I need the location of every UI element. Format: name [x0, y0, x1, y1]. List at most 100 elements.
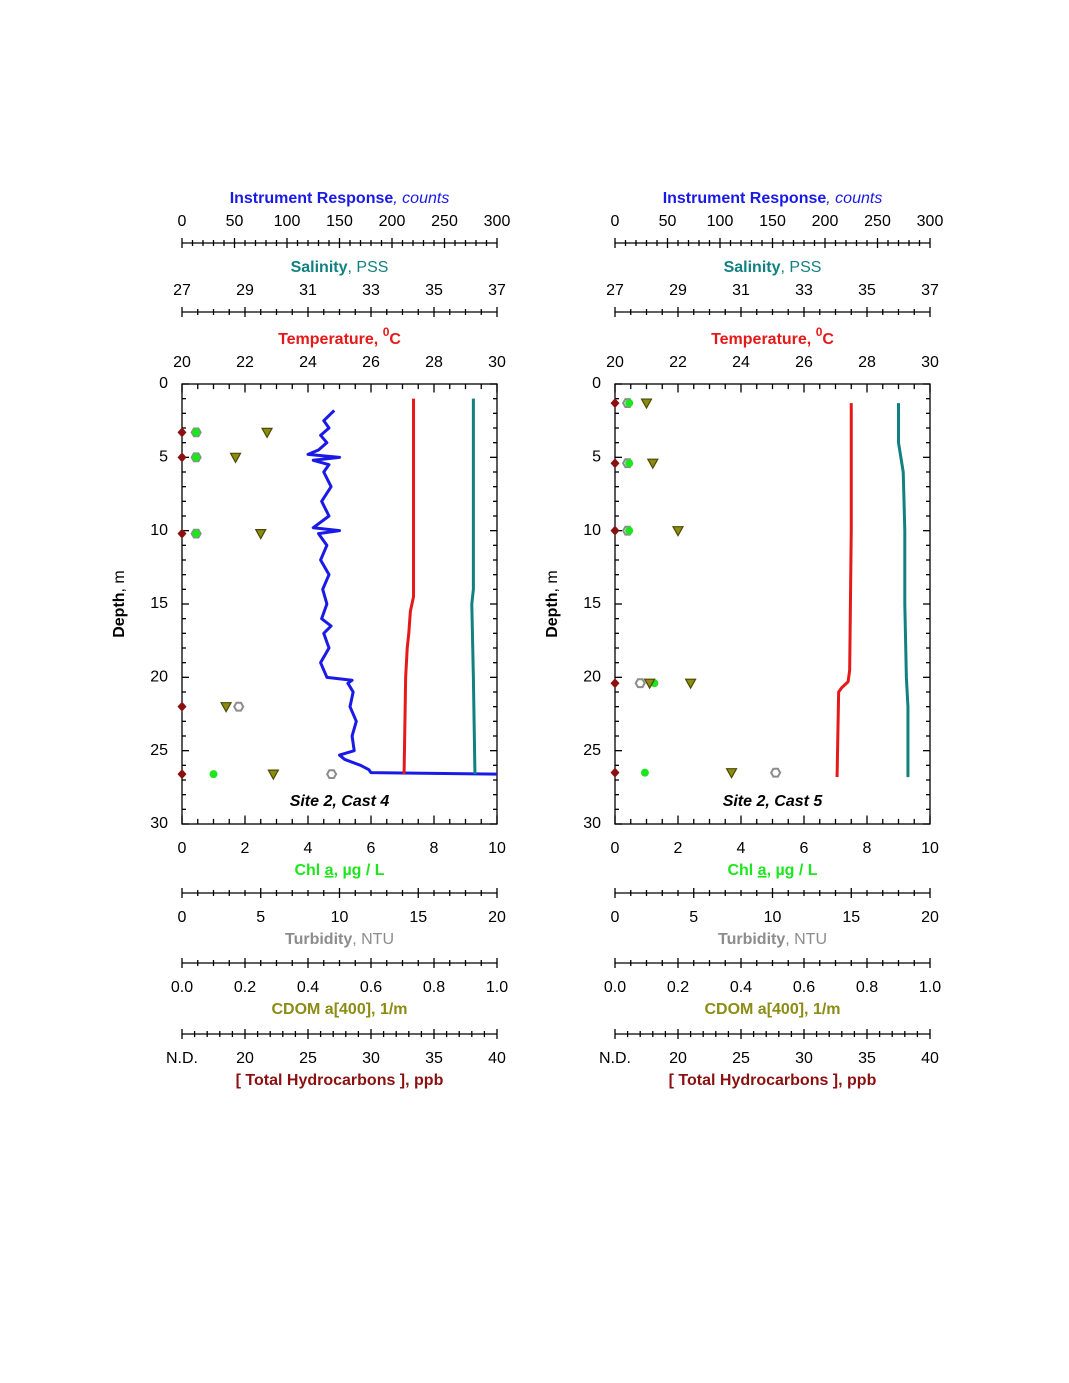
x-tick-label: 35 — [425, 1050, 443, 1067]
x-tick-label: 100 — [707, 213, 734, 230]
x-tick-label: 15 — [842, 909, 860, 926]
label-part: , m — [111, 570, 128, 592]
x-axis-title: Instrument Response, counts — [663, 190, 883, 207]
x-tick-label: 1.0 — [919, 979, 941, 996]
cdom-marker — [671, 526, 685, 537]
chl-marker — [192, 453, 201, 462]
x-tick-label: 2 — [674, 840, 683, 857]
label-part: C — [822, 331, 834, 348]
x-tick-label: 24 — [732, 354, 750, 371]
label-part: 0 — [816, 325, 823, 339]
x-tick-label: 0.8 — [423, 979, 445, 996]
x-tick-label: 10 — [921, 840, 939, 857]
chl-marker — [192, 529, 201, 538]
x-tick-label: 100 — [274, 213, 301, 230]
label-part: Chl — [727, 862, 757, 879]
hydrocarbon-marker — [177, 452, 187, 463]
label-part: a — [758, 862, 767, 879]
x-axis-title: [ Total Hydrocarbons ], ppb — [669, 1072, 877, 1089]
label-part: , NTU — [352, 931, 394, 948]
x-tick-label: 33 — [795, 282, 813, 299]
label-part: Salinity — [724, 259, 781, 276]
x-tick-label: 15 — [409, 909, 427, 926]
label-part: , PSS — [348, 259, 389, 276]
label-part: , m — [544, 570, 561, 592]
x-tick-label: 6 — [800, 840, 809, 857]
x-tick-label: 150 — [759, 213, 786, 230]
x-axis-title: Chl a, µg / L — [294, 862, 384, 879]
y-tick-label: 0 — [159, 375, 168, 392]
label-part: Turbidity — [285, 931, 352, 948]
x-tick-label: 0.4 — [297, 979, 319, 996]
hydrocarbon-marker — [610, 525, 620, 536]
x-tick-label: 0.4 — [730, 979, 752, 996]
x-tick-label: 29 — [669, 282, 687, 299]
x-tick-label: 20 — [606, 354, 624, 371]
hydrocarbon-marker — [610, 398, 620, 409]
x-tick-label: 30 — [362, 1050, 380, 1067]
y-tick-label: 15 — [150, 595, 168, 612]
x-tick-label: 35 — [858, 1050, 876, 1067]
x-tick-label: N.D. — [599, 1050, 631, 1067]
x-tick-label: 0.0 — [171, 979, 193, 996]
x-tick-label: 0.6 — [360, 979, 382, 996]
x-tick-label: 20 — [921, 909, 939, 926]
cdom-marker — [725, 768, 738, 779]
x-tick-label: 22 — [236, 354, 254, 371]
x-tick-label: 200 — [379, 213, 406, 230]
x-axis-title: Temperature, 0C — [278, 325, 401, 348]
label-part: CDOM a[400], 1/m — [271, 1001, 407, 1018]
x-tick-label: 0 — [178, 213, 187, 230]
x-axis-title: Salinity, PSS — [724, 259, 822, 276]
hydrocarbon-marker — [177, 528, 187, 539]
label-part: , µg / L — [767, 862, 818, 879]
y-tick-label: 30 — [150, 815, 168, 832]
x-tick-label: 20 — [236, 1050, 254, 1067]
y-tick-label: 15 — [583, 595, 601, 612]
label-part: Temperature, — [278, 331, 383, 348]
x-tick-label: 31 — [299, 282, 317, 299]
x-tick-label: 30 — [488, 354, 506, 371]
y-tick-label: 20 — [150, 669, 168, 686]
chl-marker — [625, 459, 634, 468]
x-tick-label: 40 — [488, 1050, 506, 1067]
x-tick-label: 10 — [764, 909, 782, 926]
hydrocarbon-marker — [177, 427, 187, 438]
x-tick-label: 25 — [299, 1050, 317, 1067]
x-tick-label: 40 — [921, 1050, 939, 1067]
y-axis-title: Depth, m — [111, 570, 128, 638]
x-tick-label: 20 — [488, 909, 506, 926]
profile-line — [306, 409, 498, 776]
x-tick-label: 26 — [795, 354, 813, 371]
label-part: , NTU — [785, 931, 827, 948]
x-axis-title: CDOM a[400], 1/m — [704, 1001, 840, 1018]
x-tick-label: 25 — [732, 1050, 750, 1067]
x-axis-title: Temperature, 0C — [711, 325, 834, 348]
profile-line — [402, 398, 416, 775]
x-tick-label: 0.0 — [604, 979, 626, 996]
hydrocarbon-marker — [610, 767, 620, 778]
x-axis-title: Turbidity, NTU — [285, 931, 394, 948]
x-tick-label: 22 — [669, 354, 687, 371]
label-part: C — [389, 331, 401, 348]
turbidity-marker — [769, 767, 782, 778]
label-part: 0 — [383, 325, 390, 339]
x-axis-title: CDOM a[400], 1/m — [271, 1001, 407, 1018]
x-tick-label: N.D. — [166, 1050, 198, 1067]
x-tick-label: 8 — [863, 840, 872, 857]
turbidity-marker — [233, 701, 245, 712]
chl-marker — [209, 770, 218, 779]
y-tick-label: 5 — [592, 449, 601, 466]
x-tick-label: 37 — [921, 282, 939, 299]
x-tick-label: 29 — [236, 282, 254, 299]
x-tick-label: 24 — [299, 354, 317, 371]
label-part: , counts — [393, 190, 449, 207]
y-axis-title: Depth, m — [544, 570, 561, 638]
hydrocarbon-marker — [610, 458, 620, 469]
x-tick-label: 5 — [689, 909, 698, 926]
y-tick-label: 0 — [592, 375, 601, 392]
cdom-marker — [254, 528, 267, 540]
turbidity-marker — [634, 678, 646, 689]
x-tick-label: 33 — [362, 282, 380, 299]
